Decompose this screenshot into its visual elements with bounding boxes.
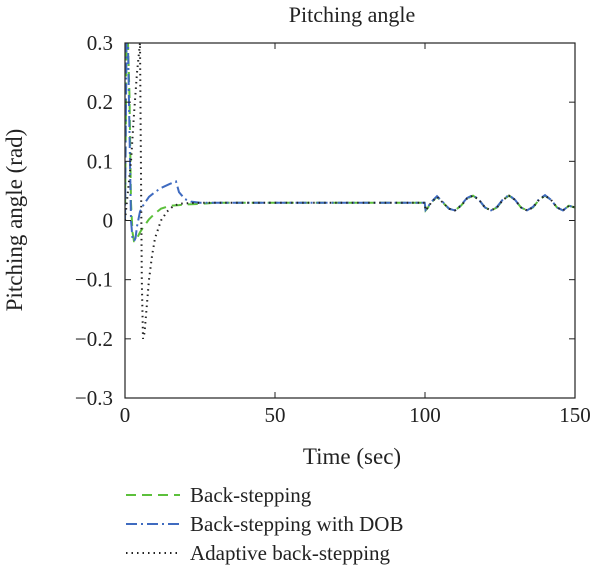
chart-title: Pitching angle xyxy=(289,2,415,27)
x-axis-label: Time (sec) xyxy=(303,444,401,469)
y-axis-label: Pitching angle (rad) xyxy=(2,129,27,312)
x-tick-label: 0 xyxy=(120,403,131,427)
y-tick-label: 0 xyxy=(103,209,114,233)
legend: Back-stepping Back-stepping with DOB Adapt… xyxy=(126,483,403,565)
y-tick-label: −0.2 xyxy=(75,327,113,351)
legend-label-2: Back-stepping with DOB xyxy=(190,512,403,536)
y-tick-label: 0.1 xyxy=(87,149,113,173)
plot-area: 0 50 100 150 0.3 0.2 0.1 0 −0.1 −0.2 −0.3 xyxy=(75,31,591,427)
x-tick-label: 100 xyxy=(409,403,441,427)
series-line-1 xyxy=(125,43,575,243)
plot-frame xyxy=(124,42,576,399)
legend-label-1: Back-stepping xyxy=(190,483,312,507)
y-tick-label: −0.1 xyxy=(75,268,113,292)
series-line-2 xyxy=(125,43,575,244)
y-tick-label: −0.3 xyxy=(75,386,113,410)
y-tick-label: 0.2 xyxy=(87,90,113,114)
series-line-3 xyxy=(125,43,575,340)
x-tick-label: 150 xyxy=(559,403,591,427)
legend-label-3: Adaptive back-stepping xyxy=(190,541,391,565)
x-tick-label: 50 xyxy=(265,403,286,427)
y-tick-label: 0.3 xyxy=(87,31,113,55)
